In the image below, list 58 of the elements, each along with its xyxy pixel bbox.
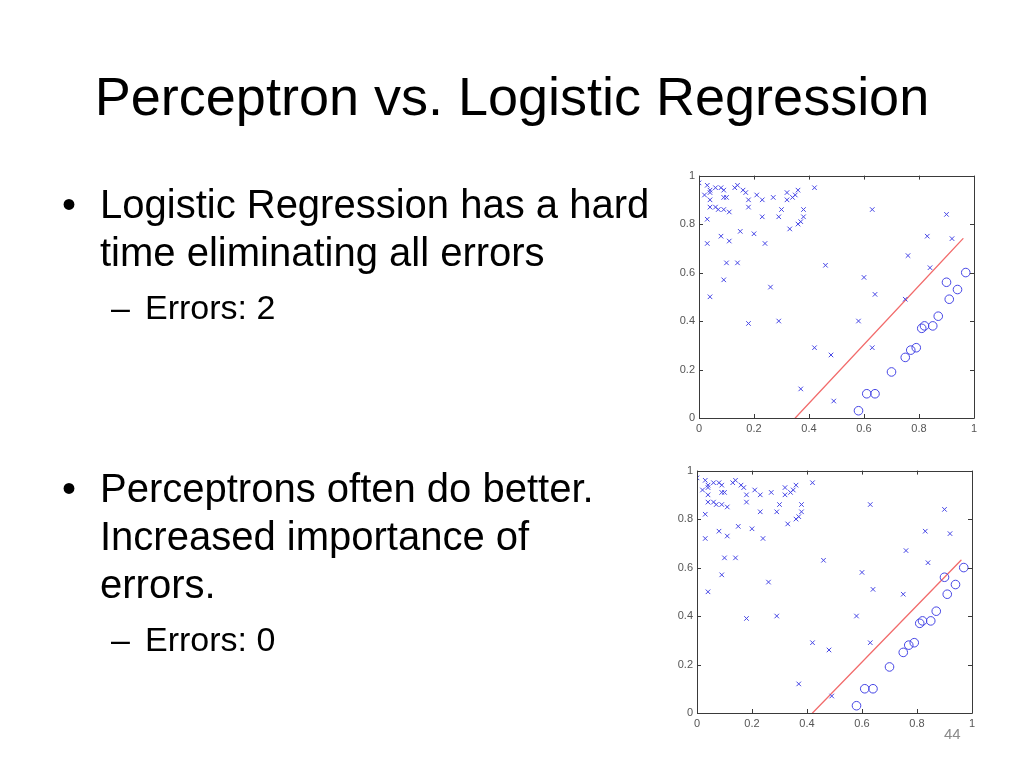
text: • bbox=[62, 465, 77, 512]
x-tick-label: 0.2 bbox=[746, 421, 762, 434]
y-tick-label: 0 bbox=[686, 706, 693, 719]
y-tick-label: 0.6 bbox=[679, 265, 695, 278]
x-tick-label: 1 bbox=[968, 716, 976, 729]
y-tick-label: 0.8 bbox=[679, 217, 695, 230]
point bbox=[952, 284, 963, 295]
point bbox=[868, 683, 878, 694]
x-tick-label: 0.8 bbox=[909, 716, 925, 729]
point bbox=[861, 388, 872, 399]
x-tick-label: 0.4 bbox=[801, 421, 817, 434]
point bbox=[939, 572, 950, 583]
text: – bbox=[111, 619, 130, 659]
point bbox=[927, 321, 938, 331]
point bbox=[933, 311, 944, 321]
point bbox=[859, 683, 870, 694]
text: Perceptrons often do better. Increased importance of errors. bbox=[100, 466, 594, 606]
y-tick-label: 0.2 bbox=[677, 657, 693, 670]
y-tick-label: 0.4 bbox=[679, 314, 695, 327]
point bbox=[958, 562, 969, 573]
point bbox=[900, 352, 911, 363]
point bbox=[905, 345, 916, 355]
x-tick-label: 0.6 bbox=[854, 716, 870, 729]
point bbox=[853, 405, 864, 416]
point bbox=[950, 579, 961, 590]
text: Logistic Regression has a hard time eliminating all errors bbox=[100, 182, 650, 274]
text: – bbox=[111, 287, 130, 327]
x-tick-label: 0.8 bbox=[911, 421, 927, 434]
point bbox=[870, 388, 880, 399]
point bbox=[941, 277, 952, 288]
point bbox=[944, 294, 955, 305]
text: Errors: 2 bbox=[145, 288, 276, 326]
y-tick-label: 0.4 bbox=[677, 609, 693, 622]
point bbox=[925, 616, 936, 626]
x-tick-label: 0.6 bbox=[856, 421, 872, 434]
x-tick-label: 0.4 bbox=[799, 716, 815, 729]
point bbox=[960, 267, 971, 278]
point bbox=[931, 606, 942, 616]
chart-title: Perceptron vs. Logistic Regression bbox=[93, 65, 931, 128]
x-tick-label: 1 bbox=[970, 421, 978, 434]
text: 44 bbox=[944, 725, 961, 742]
text: Errors: 0 bbox=[145, 620, 276, 658]
point bbox=[903, 640, 914, 650]
text: • bbox=[62, 181, 77, 228]
y-tick-label: 1 bbox=[688, 168, 695, 181]
point bbox=[851, 700, 862, 711]
y-tick-label: 0 bbox=[688, 411, 695, 424]
y-tick-label: 0.8 bbox=[677, 512, 693, 525]
y-tick-label: 1 bbox=[686, 463, 693, 476]
x-tick-label: 0.2 bbox=[744, 716, 760, 729]
point bbox=[898, 647, 909, 658]
y-tick-label: 0.6 bbox=[677, 560, 693, 573]
point bbox=[911, 342, 922, 353]
y-tick-label: 0.2 bbox=[679, 362, 695, 375]
point bbox=[886, 367, 897, 377]
point bbox=[909, 637, 920, 648]
point bbox=[884, 662, 895, 672]
point bbox=[942, 589, 953, 600]
